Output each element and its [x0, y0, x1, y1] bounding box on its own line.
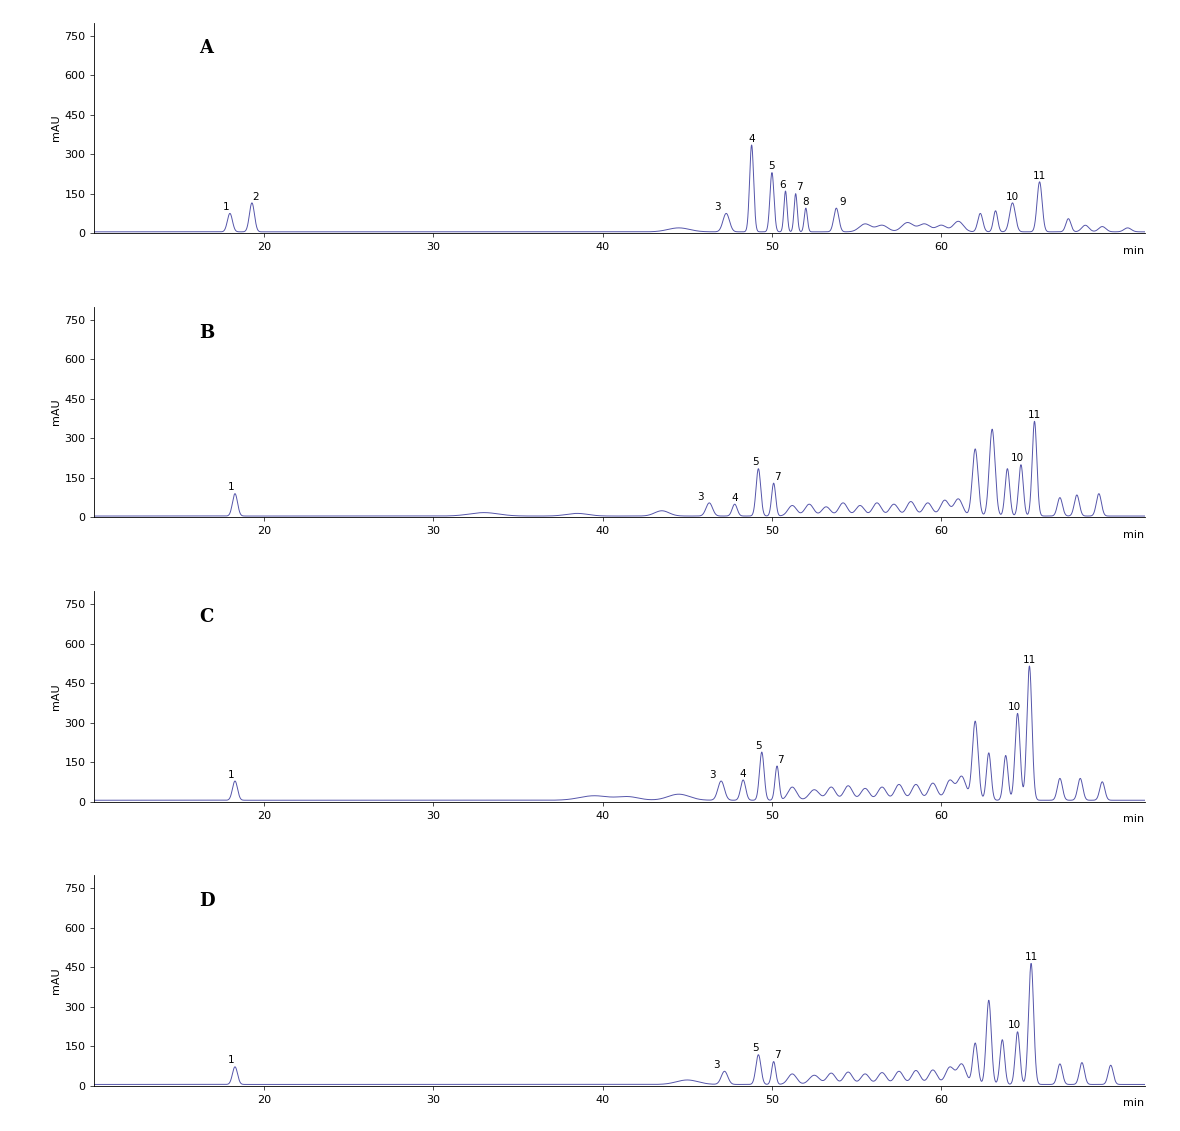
Y-axis label: mAU: mAU [52, 967, 61, 994]
Text: 10: 10 [1011, 454, 1024, 464]
Y-axis label: mAU: mAU [52, 399, 61, 425]
Text: 4: 4 [748, 133, 755, 144]
Text: 3: 3 [697, 492, 704, 501]
Text: 11: 11 [1028, 409, 1041, 420]
Y-axis label: mAU: mAU [52, 114, 61, 141]
Text: C: C [199, 607, 214, 625]
Text: 1: 1 [223, 202, 230, 213]
Text: D: D [199, 892, 215, 910]
Text: 7: 7 [778, 754, 784, 765]
Text: 10: 10 [1005, 191, 1020, 201]
Text: 11: 11 [1024, 952, 1037, 962]
Text: 11: 11 [1032, 171, 1047, 181]
Text: 2: 2 [253, 191, 258, 201]
Text: 7: 7 [774, 472, 780, 482]
Text: 3: 3 [709, 770, 716, 779]
Text: 4: 4 [732, 493, 738, 503]
Text: min: min [1123, 245, 1145, 256]
Text: 10: 10 [1008, 1020, 1021, 1030]
Text: 3: 3 [714, 202, 721, 213]
Text: min: min [1123, 530, 1145, 539]
Text: 1: 1 [228, 1055, 235, 1065]
Text: A: A [199, 40, 214, 58]
Text: 1: 1 [228, 482, 235, 492]
Text: B: B [199, 323, 215, 342]
Text: 6: 6 [779, 180, 786, 190]
Text: 10: 10 [1008, 702, 1021, 713]
Text: 4: 4 [740, 769, 747, 778]
Text: 9: 9 [840, 197, 846, 207]
Text: min: min [1123, 1098, 1145, 1108]
Text: 5: 5 [752, 1044, 759, 1053]
Text: 11: 11 [1023, 655, 1036, 665]
Text: min: min [1123, 814, 1145, 824]
Text: 5: 5 [752, 457, 759, 467]
Text: 7: 7 [774, 1051, 780, 1060]
Y-axis label: mAU: mAU [52, 683, 61, 709]
Text: 8: 8 [802, 197, 809, 207]
Text: 5: 5 [755, 741, 762, 751]
Text: 7: 7 [795, 182, 802, 192]
Text: 3: 3 [713, 1060, 720, 1070]
Text: 5: 5 [768, 162, 775, 171]
Text: 1: 1 [228, 770, 235, 779]
